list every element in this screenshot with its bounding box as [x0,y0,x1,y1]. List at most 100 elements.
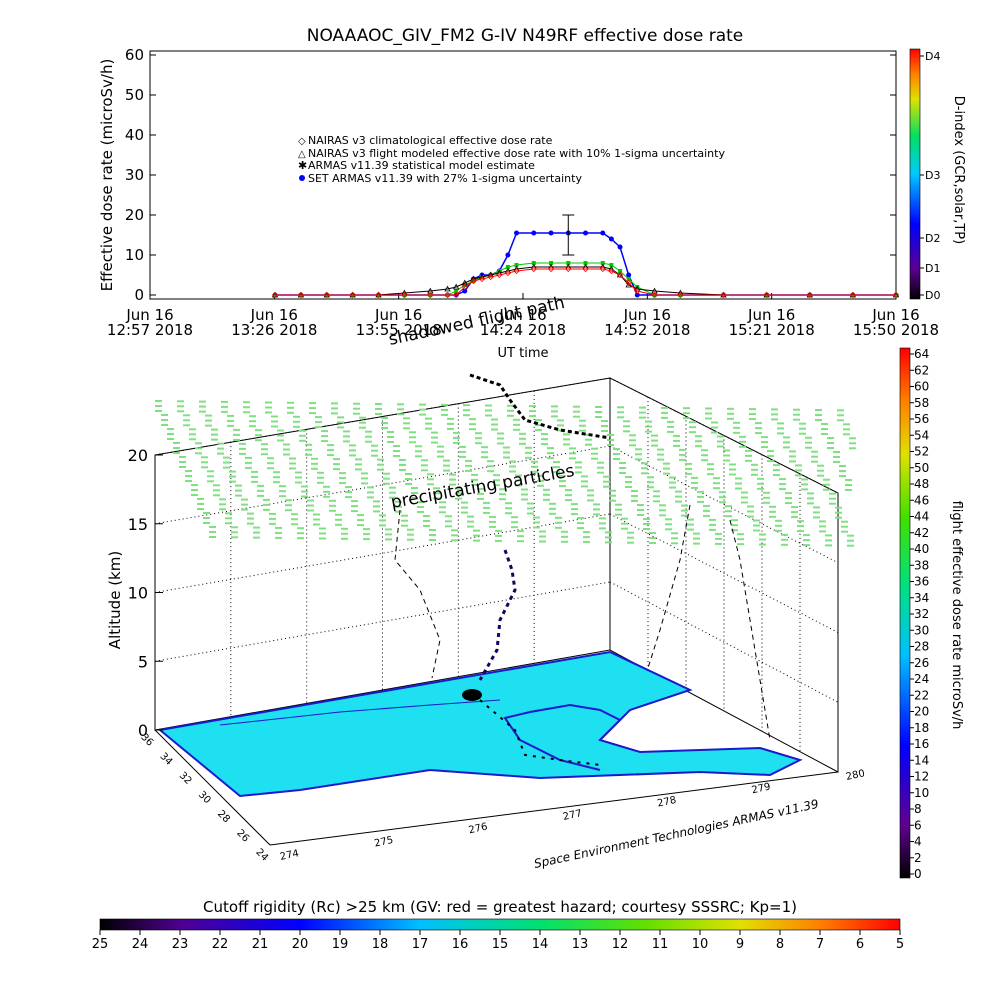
particle-mark [739,435,746,438]
particle-mark [637,514,644,516]
particle-mark [373,500,380,503]
particle-mark [673,444,680,447]
particle-mark [429,534,436,536]
particle-mark [253,526,260,529]
particle-mark [519,442,526,445]
dose-rate-tick-label: 34 [914,591,929,605]
particle-mark [839,475,846,477]
particle-mark [565,494,572,497]
particle-mark [557,419,564,422]
particle-mark [557,424,564,427]
particle-mark [161,424,168,426]
particle-mark [323,490,330,493]
particle-mark [731,529,738,532]
particle-mark [805,441,812,444]
particle-mark [813,506,820,509]
climatological-point [720,291,727,299]
particle-mark [211,428,218,431]
particle-mark [767,455,774,458]
particle-mark [349,444,356,447]
particle-mark [207,470,214,473]
particle-mark [279,485,286,488]
particle-mark [669,476,676,479]
particle-mark [597,471,604,474]
particle-mark [707,473,714,476]
particle-mark [205,424,212,427]
particle-mark [835,511,842,514]
particle-mark [463,414,470,417]
cutoff-rigidity-label: Cutoff rigidity (Rc) >25 km (GV: red = g… [203,898,797,916]
particle-mark [577,522,584,525]
particle-mark [361,482,368,485]
flight-path-shadow-right [647,504,691,669]
particle-mark [737,533,744,536]
particle-mark [445,520,452,523]
particle-mark [751,468,758,471]
particle-mark [217,452,224,455]
top-x-tick-time: 13:26 2018 [231,321,317,339]
particle-mark [253,536,260,539]
particle-mark [467,520,474,523]
particle-mark [295,471,302,474]
particle-mark [223,456,230,459]
particle-mark [727,412,734,415]
particle-mark [375,408,382,410]
particle-mark [299,434,306,437]
particle-mark [383,472,390,475]
particle-mark [361,472,368,475]
climatological-point [504,269,511,277]
particle-mark [397,413,404,416]
series-2-line [275,266,896,296]
particle-mark [631,490,638,492]
particle-mark [665,518,672,521]
particle-mark [305,448,312,451]
particle-mark [727,417,734,420]
particle-mark [623,420,630,423]
particle-mark [547,457,554,460]
set-armas-point [634,292,640,298]
legend-marker-climatological: ◇ [298,136,306,147]
particle-mark [341,537,348,540]
particle-mark [437,455,444,458]
particle-mark [533,526,540,529]
particle-mark [643,528,650,530]
particle-mark [813,516,820,519]
particle-mark [241,508,248,511]
particle-mark [847,544,854,547]
particle-mark [505,512,512,515]
dose-rate-tick-label: 30 [914,623,929,637]
particle-mark [297,537,304,540]
particle-mark [583,536,590,539]
particle-mark [833,456,840,458]
particle-mark [231,531,238,534]
particle-mark [735,477,742,480]
particle-mark [779,478,786,481]
longitude-tick-label: 274 [279,848,300,863]
particle-mark [263,503,270,506]
climatological-point [297,291,304,299]
particle-mark [553,461,560,464]
particle-mark [659,504,666,507]
particle-mark [767,460,774,463]
particle-mark [815,409,822,411]
particle-mark [695,440,702,443]
particle-mark [705,417,712,420]
particle-mark [299,439,306,442]
altitude-tick-label: 20 [128,446,148,465]
armas-model-point [609,263,614,267]
particle-mark [447,417,454,420]
particle-mark [291,513,298,516]
particle-mark [525,451,532,454]
top-x-tick-time: 15:50 2018 [853,321,939,339]
particle-mark [155,405,162,407]
particle-mark [605,536,612,539]
particle-mark [577,517,584,520]
particle-mark [551,410,558,413]
particle-mark [837,414,844,417]
top-panel: NOAAAOC_GIV_FM2 G-IV N49RF effective dos… [98,26,966,361]
particle-mark [483,501,490,504]
particle-mark [617,416,624,419]
climatological-point [530,265,537,273]
particle-mark [661,416,668,419]
particle-mark [291,518,298,521]
